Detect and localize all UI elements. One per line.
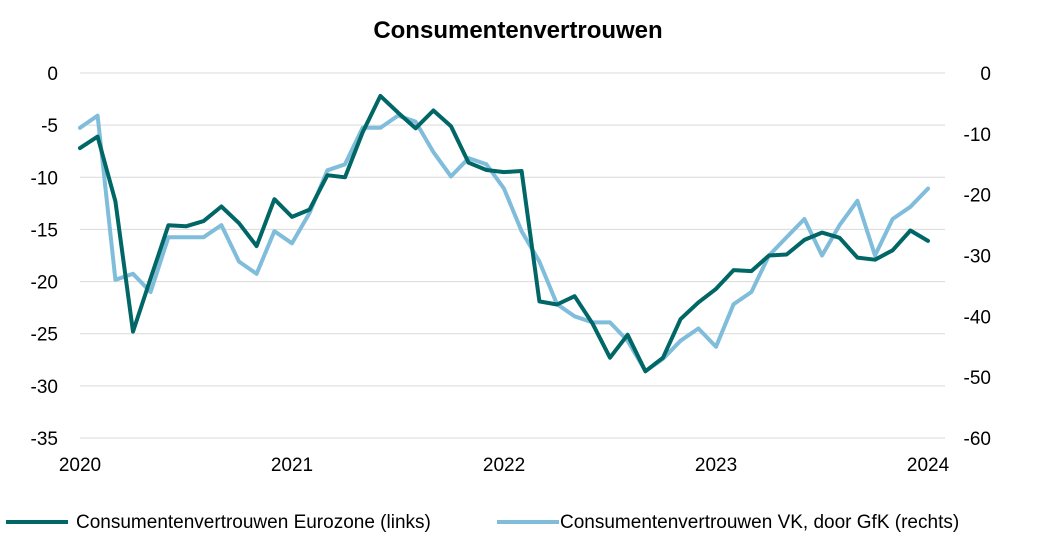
gridlines	[80, 72, 945, 439]
legend-label-vk: Consumentenvertrouwen VK, door GfK (rech…	[560, 512, 959, 533]
legend: Consumentenvertrouwen Eurozone (links) C…	[6, 512, 959, 533]
series-line-vk	[78, 113, 930, 374]
x-tick-label: 2021	[271, 455, 313, 476]
left-tick-label: 0	[47, 64, 58, 85]
right-tick-label: -60	[964, 429, 991, 450]
legend-label-eurozone: Consumentenvertrouwen Eurozone (links)	[76, 512, 431, 533]
chart-title: Consumentenvertrouwen	[373, 17, 662, 44]
right-tick-label: -50	[964, 368, 991, 389]
right-tick-label: 0	[980, 64, 991, 85]
right-y-axis: 0 -10 -20 -30 -40 -50 -60	[964, 64, 991, 450]
left-tick-label: -5	[41, 116, 58, 137]
left-tick-label: -20	[31, 273, 58, 294]
x-tick-label: 2023	[695, 455, 737, 476]
x-tick-label: 2020	[59, 455, 101, 476]
left-tick-label: -15	[31, 220, 58, 241]
series-line-eurozone	[78, 93, 930, 374]
right-tick-label: -20	[964, 186, 991, 207]
left-tick-label: -35	[31, 429, 58, 450]
right-tick-label: -10	[964, 125, 991, 146]
series-lines	[78, 93, 930, 374]
x-tick-label: 2024	[907, 455, 950, 476]
left-tick-label: -30	[31, 377, 58, 398]
left-tick-label: -25	[31, 325, 58, 346]
right-tick-label: -30	[964, 247, 991, 268]
right-tick-label: -40	[964, 307, 991, 328]
left-y-axis: 0 -5 -10 -15 -20 -25 -30 -35	[31, 64, 58, 450]
x-axis: 2020 2021 2022 2023 2024	[59, 455, 950, 476]
x-tick-label: 2022	[483, 455, 525, 476]
left-tick-label: -10	[31, 168, 58, 189]
